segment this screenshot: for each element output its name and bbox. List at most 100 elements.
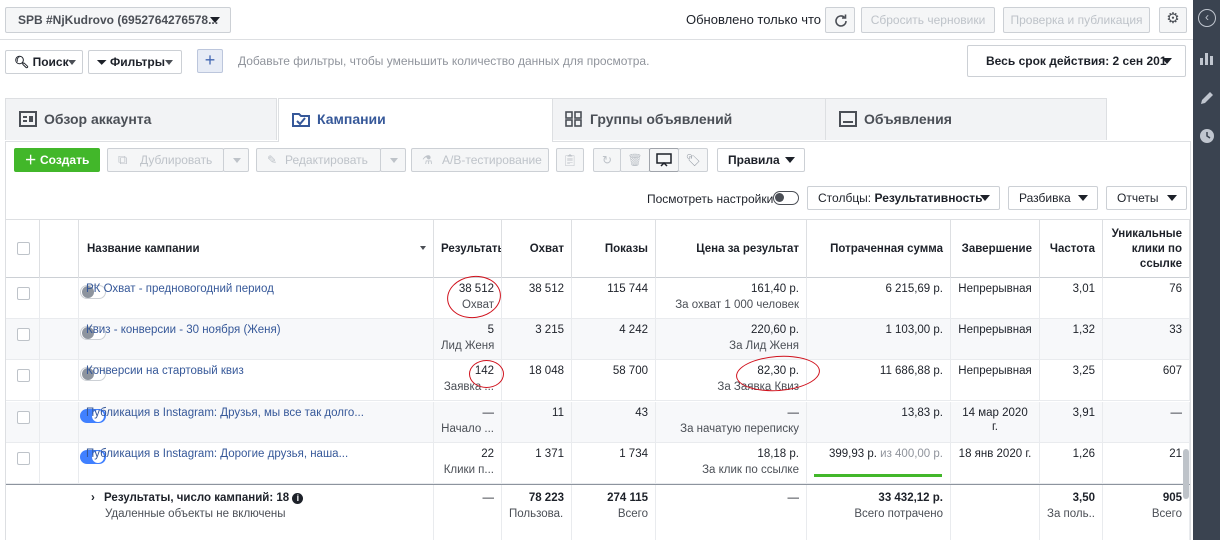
view-settings-toggle[interactable] <box>773 191 799 205</box>
duplicate-dropdown[interactable] <box>223 148 249 172</box>
pencil-icon[interactable] <box>1196 90 1217 111</box>
select-all-checkbox[interactable] <box>17 242 30 255</box>
impressions-cell: 1 734 <box>572 442 656 484</box>
row-checkbox[interactable] <box>17 369 30 383</box>
tag-icon: 🏷︎ <box>685 153 701 167</box>
search-button[interactable]: 🔍︎ Поиск <box>5 50 83 74</box>
breakdown-button[interactable]: Разбивка <box>1008 186 1098 210</box>
add-filter-button[interactable]: + <box>197 49 223 73</box>
clicks-value: 76 <box>1169 283 1182 295</box>
sort-arrow-icon <box>420 246 426 250</box>
campaign-toggle[interactable] <box>80 367 106 382</box>
preview-button[interactable] <box>649 148 679 172</box>
undo-button[interactable]: ↻ <box>593 148 621 172</box>
ab-test-button[interactable]: ⚗ A/B-тестирование <box>411 148 549 172</box>
campaigns-table: Название кампании Результаты Охват Показ… <box>6 219 1190 540</box>
campaign-toggle[interactable] <box>80 285 106 299</box>
reach-cell: 11 <box>502 401 572 443</box>
totals-clicks: 905 Всего <box>1103 485 1190 540</box>
columns-button[interactable]: Столбцы: Результативность <box>807 186 1000 210</box>
reset-drafts-button[interactable]: Сбросить черновики <box>861 7 995 33</box>
row-checkbox[interactable] <box>17 287 30 300</box>
frequency-value: 1,32 <box>1072 324 1095 337</box>
header-unique-clicks[interactable]: Уникальные клики по ссылке <box>1103 220 1190 278</box>
clock-icon[interactable] <box>1196 128 1217 149</box>
vertical-scrollbar[interactable] <box>1183 449 1189 499</box>
toggle-cell <box>40 360 106 402</box>
header-name[interactable]: Название кампании <box>79 220 434 278</box>
delete-button[interactable]: 🗑︎ <box>620 148 650 172</box>
totals-empty <box>40 485 79 540</box>
clipboard-button[interactable]: 📋︎ <box>556 148 584 172</box>
name-cell: Публикация в Instagram: Дорогие друзья, … <box>79 442 434 484</box>
campaign-toggle[interactable] <box>80 326 106 341</box>
impressions-cell: 43 <box>572 401 656 443</box>
rules-button[interactable]: Правила <box>717 148 805 172</box>
header-spent[interactable]: Потраченная сумма <box>807 220 951 278</box>
campaign-name-link[interactable]: Квиз - конверсии - 30 ноября (Женя) <box>86 324 281 337</box>
tag-button[interactable]: 🏷︎ <box>678 148 708 172</box>
clicks-cell: 76 <box>1103 278 1190 319</box>
refresh-icon <box>835 14 847 27</box>
updated-status: Обновлено только что <box>686 12 822 27</box>
cost-value: — <box>787 406 800 419</box>
header-ends[interactable]: Завершение <box>951 220 1040 278</box>
duplicate-button[interactable]: ⧉ Дублировать <box>107 148 224 172</box>
row-checkbox[interactable] <box>17 328 30 342</box>
tab-campaigns[interactable]: Кампании <box>278 98 553 142</box>
impressions-value: 115 744 <box>607 283 648 295</box>
tab-ad-sets[interactable]: Группы объявлений <box>551 98 827 140</box>
bar-chart-icon[interactable] <box>1196 50 1217 71</box>
filters-button[interactable]: ⏷ Фильтры <box>88 50 182 74</box>
header-frequency[interactable]: Частота <box>1040 220 1103 278</box>
select-cell <box>6 360 40 402</box>
table-row[interactable]: Конверсии на стартовый квиз 142 Заявка ...… <box>6 360 1190 402</box>
campaign-name-link[interactable]: РК Охват - предновогодний период <box>86 283 274 295</box>
campaign-toggle[interactable] <box>80 408 106 423</box>
cost-value: 161,40 р. <box>751 283 799 295</box>
account-selector[interactable]: SPB #NjKudrovo (6952764276578... <box>5 7 231 33</box>
tab-ads[interactable]: Объявления <box>825 98 1107 140</box>
settings-button[interactable]: ⚙ <box>1159 7 1187 33</box>
header-impressions[interactable]: Показы <box>572 220 656 278</box>
create-button[interactable]: ＋ Создать <box>14 148 100 172</box>
copy-icon: ⧉ <box>118 152 128 167</box>
name-cell: Конверсии на стартовый квиз <box>79 360 434 402</box>
totals-label-cell[interactable]: › Результаты, число кампаний: 18 i Удале… <box>79 485 434 540</box>
edit-button[interactable]: ✎ Редактировать <box>256 148 381 172</box>
campaign-name-link[interactable]: Публикация в Instagram: Друзья, мы все т… <box>86 406 364 419</box>
campaign-toggle[interactable] <box>80 449 106 464</box>
header-reach[interactable]: Охват <box>502 220 572 278</box>
table-row[interactable]: РК Охват - предновогодний период 38 512 Ох… <box>6 278 1190 319</box>
reach-cell: 18 048 <box>502 360 572 402</box>
cost-cell: 220,60 р. За Лид Женя <box>656 319 807 361</box>
review-publish-button[interactable]: Проверка и публикация <box>1003 7 1150 33</box>
totals-label: Результаты, число кампаний: 18 <box>104 492 290 504</box>
header-label: Результаты <box>441 243 502 255</box>
results-cell: 5 Лид Женя <box>434 319 502 361</box>
refresh-button[interactable] <box>825 7 855 33</box>
chevron-left-icon[interactable]: ‹ <box>1198 9 1216 27</box>
tab-account-overview[interactable]: Обзор аккаунта <box>5 98 277 140</box>
info-icon[interactable]: i <box>292 493 304 504</box>
ends-cell: Непрерывная <box>951 319 1040 361</box>
reach-cell: 38 512 <box>502 278 572 319</box>
edit-dropdown[interactable] <box>380 148 406 172</box>
campaign-name-link[interactable]: Публикация в Instagram: Дорогие друзья, … <box>86 447 349 460</box>
row-checkbox[interactable] <box>17 451 30 465</box>
plus-icon: + <box>204 50 216 70</box>
ends-value: Непрерывная <box>958 365 1032 378</box>
table-row[interactable]: Публикация в Instagram: Дорогие друзья, … <box>6 442 1190 484</box>
date-range-button[interactable]: Весь срок действия: 2 сен 201 <box>967 45 1186 77</box>
ab-test-label: A/B-тестирование <box>442 153 542 167</box>
reports-button[interactable]: Отчеты <box>1106 186 1187 210</box>
campaign-name-link[interactable]: Конверсии на стартовый квиз <box>86 365 244 378</box>
table-row[interactable]: Квиз - конверсии - 30 ноября (Женя) 5 Лид … <box>6 319 1190 361</box>
ends-value: 18 янв 2020 г. <box>958 447 1032 460</box>
reach-value: 18 048 <box>528 365 564 378</box>
chevron-down-icon <box>210 17 220 23</box>
table-row[interactable]: Публикация в Instagram: Друзья, мы все т… <box>6 401 1190 443</box>
header-results[interactable]: Результаты <box>434 220 502 278</box>
row-checkbox[interactable] <box>17 410 30 424</box>
header-cost[interactable]: Цена за результат <box>656 220 807 278</box>
